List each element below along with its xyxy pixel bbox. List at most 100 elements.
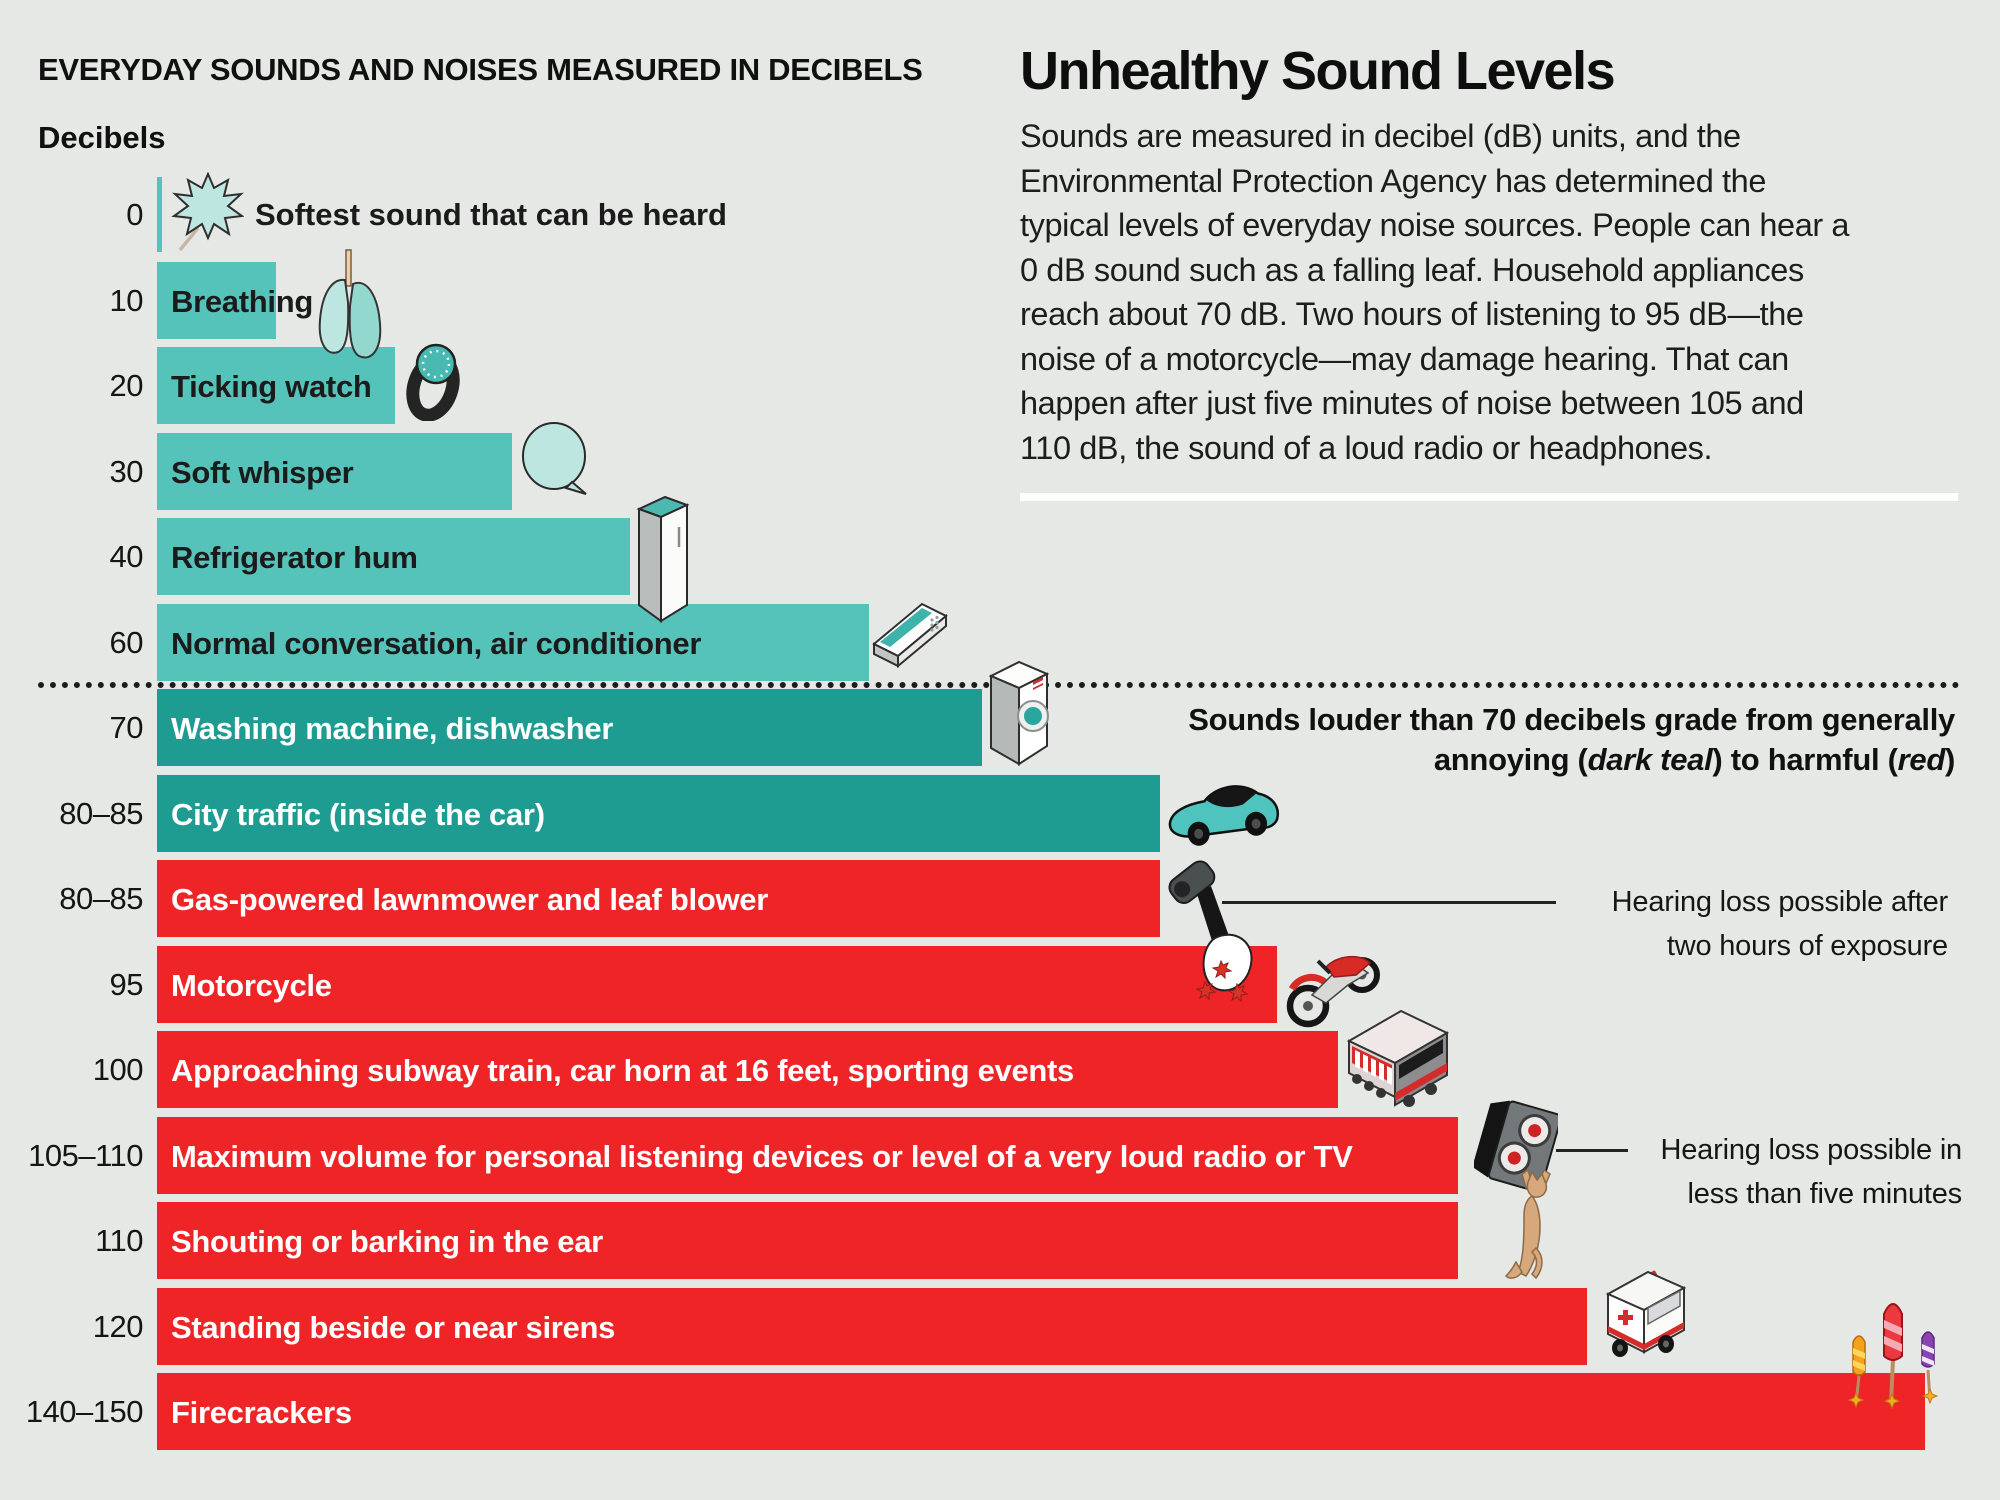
decibel-value: 10 — [109, 282, 144, 318]
article-title: Unhealthy Sound Levels — [1020, 41, 1616, 101]
speaker-icon — [1474, 1096, 1558, 1194]
chart-row: 100 Approaching subway train, car horn at… — [0, 1031, 2000, 1108]
sound-bar: Gas-powered lawnmower and leaf blower — [157, 860, 1160, 937]
threshold-note: Sounds louder than 70 decibels grade fro… — [1095, 700, 1955, 780]
callout-five-minutes: Hearing loss possible in less than five … — [1660, 1128, 1963, 1216]
chart-row: 70 Washing machine, dishwasher — [0, 689, 2000, 766]
sound-label: Washing machine, dishwasher — [171, 711, 614, 746]
sound-bar: Approaching subway train, car horn at 16… — [157, 1031, 1338, 1108]
sound-label: Ticking watch — [171, 369, 372, 404]
sound-label: Shouting or barking in the ear — [171, 1224, 603, 1259]
paragraph-line: Sounds are measured in decibel (dB) unit… — [1020, 118, 1741, 154]
washing-machine-icon — [985, 658, 1053, 770]
maple-leaf-icon — [168, 172, 244, 254]
axis-label: Decibels — [38, 120, 166, 155]
sound-bar: Breathing — [157, 261, 313, 339]
chart-row: 140–150 Firecrackers — [0, 1373, 2000, 1450]
sound-bar: Shouting or barking in the ear — [157, 1202, 1458, 1279]
lungs-icon — [312, 248, 386, 366]
decibel-value: 0 — [126, 197, 143, 232]
decibel-value: 110 — [95, 1223, 143, 1258]
chart-row: 95 Motorcycle — [0, 945, 2000, 1023]
paragraph-line: happen after just five minutes of noise … — [1020, 385, 1804, 421]
chart-row: 80–85 City traffic (inside the car) — [0, 774, 2000, 852]
intro-paragraph: Sounds are measured in decibel (dB) unit… — [1020, 114, 1980, 470]
section-divider — [1020, 493, 1958, 501]
air-conditioner-icon — [870, 596, 950, 678]
chart-row: 120 Standing beside or near sirens — [0, 1287, 2000, 1365]
ambulance-icon — [1592, 1256, 1700, 1368]
callout-line — [1556, 1149, 1628, 1152]
chart-row: 20 Ticking watch — [0, 347, 2000, 424]
callout-text: Hearing loss possible in — [1660, 1134, 1963, 1166]
sound-bar: Washing machine, dishwasher — [157, 689, 982, 766]
chart-row: 110 Shouting or barking in the ear — [0, 1202, 2000, 1279]
decibel-value: 40 — [109, 539, 144, 574]
sound-bar: Maximum volume for personal listening de… — [157, 1116, 1458, 1194]
note-text: ) to harmful ( — [1712, 742, 1898, 777]
sound-label: City traffic (inside the car) — [171, 796, 545, 832]
callout-two-hours: Hearing loss possible after two hours of… — [1611, 880, 1949, 968]
firecrackers-icon — [1842, 1290, 1942, 1410]
speech-bubble-icon — [520, 420, 592, 500]
callout-text: Hearing loss possible after — [1611, 886, 1949, 918]
decibel-value: 105–110 — [28, 1137, 143, 1173]
chart-title: EVERYDAY SOUNDS AND NOISES MEASURED IN D… — [38, 52, 923, 87]
note-italic: red — [1897, 742, 1946, 777]
note-text: annoying ( — [1433, 742, 1588, 777]
sound-label: Softest sound that can be heard — [255, 197, 727, 232]
decibel-value: 80–85 — [59, 795, 143, 831]
callout-text: less than five minutes — [1687, 1178, 1963, 1210]
chart-row: 10 Breathing — [0, 261, 2000, 339]
chart-row: 30 Soft whisper — [0, 432, 2000, 510]
decibel-value: 80–85 — [59, 881, 143, 916]
car-icon — [1163, 766, 1283, 852]
chart-row: 60 Normal conversation, air conditioner — [0, 603, 2000, 681]
callout-text: two hours of exposure — [1666, 930, 1948, 962]
zero-decibel-marker — [157, 177, 162, 252]
note-text: Sounds louder than 70 decibels grade fro… — [1188, 702, 1955, 737]
callout-line — [1222, 901, 1556, 904]
decibel-value: 30 — [109, 453, 144, 489]
decibel-value: 140–150 — [25, 1394, 144, 1429]
chart-row: 0 Softest sound that can be heard — [0, 176, 2000, 253]
decibel-value: 70 — [109, 710, 144, 745]
paragraph-line: 110 dB, the sound of a loud radio or hea… — [1020, 429, 1713, 466]
sound-bar: Standing beside or near sirens — [157, 1287, 1587, 1365]
chart-row: 40 Refrigerator hum — [0, 518, 2000, 595]
decibel-value: 120 — [92, 1308, 144, 1344]
sound-bar: City traffic (inside the car) — [157, 774, 1160, 852]
sound-label: Maximum volume for personal listening de… — [171, 1138, 1353, 1174]
sound-label: Soft whisper — [171, 454, 354, 490]
chart-row: 80–85 Gas-powered lawnmower and leaf blow… — [0, 860, 2000, 937]
decibel-value: 95 — [109, 966, 144, 1002]
sound-label: Normal conversation, air conditioner — [171, 625, 702, 661]
paragraph-line: reach about 70 dB. Two hours of listenin… — [1020, 296, 1804, 332]
paragraph-line: typical levels of everyday noise sources… — [1020, 207, 1850, 243]
sound-label: Approaching subway train, car horn at 16… — [171, 1053, 1074, 1088]
sound-bar: Normal conversation, air conditioner — [157, 603, 869, 681]
paragraph-line: 0 dB sound such as a falling leaf. House… — [1020, 251, 1804, 288]
decibel-value: 100 — [92, 1052, 144, 1087]
sound-bar: Ticking watch — [157, 347, 395, 424]
sound-bar: Soft whisper — [157, 432, 512, 510]
subway-train-icon — [1343, 997, 1453, 1113]
paragraph-line: noise of a motorcycle—may damage hearing… — [1020, 340, 1789, 377]
chart-row: 105–110 Maximum volume for personal liste… — [0, 1116, 2000, 1194]
watch-icon — [400, 335, 466, 421]
decibel-value: 60 — [109, 624, 144, 660]
decibel-value: 20 — [109, 368, 144, 403]
cat-icon — [1504, 1168, 1564, 1282]
sound-bar: Firecrackers — [157, 1373, 1925, 1450]
sound-label: Standing beside or near sirens — [171, 1309, 616, 1345]
paragraph-line: Environmental Protection Agency has dete… — [1020, 162, 1767, 199]
note-italic: dark teal — [1587, 742, 1713, 777]
sound-label: Firecrackers — [171, 1395, 352, 1430]
sound-label: Gas-powered lawnmower and leaf blower — [171, 882, 768, 917]
sound-bar: Refrigerator hum — [157, 518, 630, 595]
sound-bar: Motorcycle — [157, 945, 1277, 1023]
sound-label: Refrigerator hum — [171, 540, 418, 575]
sound-label: Motorcycle — [171, 967, 332, 1003]
refrigerator-icon — [635, 493, 691, 625]
